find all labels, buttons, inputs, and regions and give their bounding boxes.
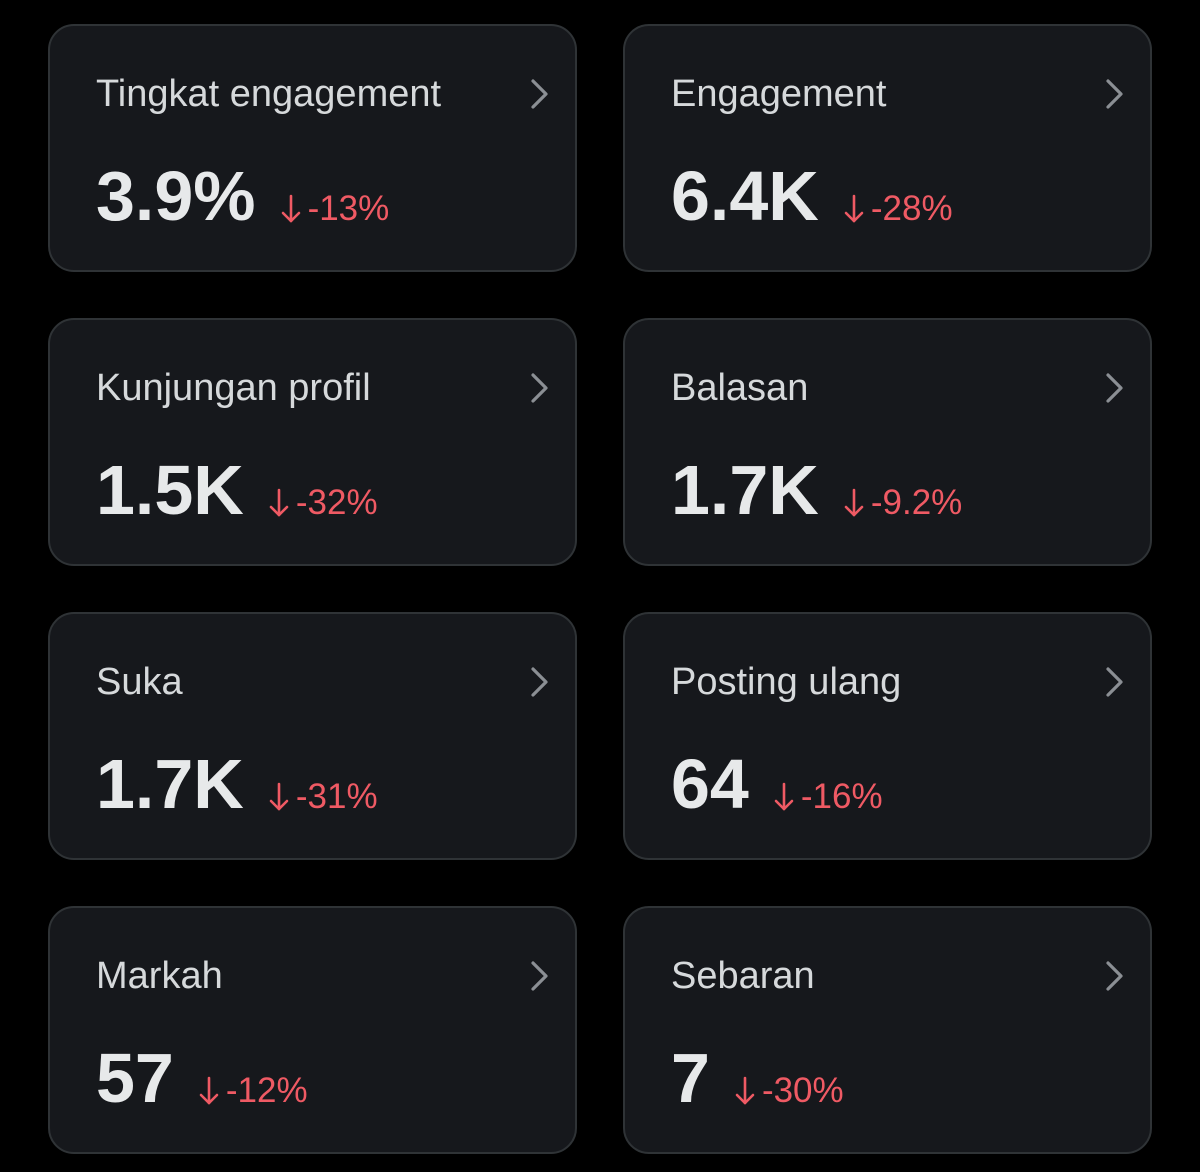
metric-change: -30% (734, 1071, 844, 1111)
metric-value: 3.9% (96, 157, 256, 235)
metric-change: -32% (268, 483, 378, 523)
chevron-right-icon[interactable] (525, 76, 553, 112)
chevron-right-icon[interactable] (1100, 664, 1128, 700)
metric-label: Sebaran (671, 955, 815, 997)
metric-card-engagement-rate[interactable]: Tingkat engagement 3.9% -13% (48, 24, 577, 272)
metric-value: 1.5K (96, 451, 244, 529)
metric-change: -28% (843, 189, 953, 229)
metric-change-value: -9.2% (870, 483, 963, 522)
metric-change-value: -31% (295, 777, 378, 816)
metric-card-replies[interactable]: Balasan 1.7K -9.2% (623, 318, 1152, 566)
metric-change: -16% (773, 777, 883, 817)
metric-value-row: 6.4K -28% (671, 156, 953, 236)
metric-change-value: -32% (295, 483, 378, 522)
metric-card-profile-visits[interactable]: Kunjungan profil 1.5K -32% (48, 318, 577, 566)
metric-change-value: -28% (870, 189, 953, 228)
metric-label: Posting ulang (671, 661, 902, 703)
metric-label: Balasan (671, 367, 809, 409)
metric-change-value: -12% (225, 1071, 308, 1110)
chevron-right-icon[interactable] (525, 958, 553, 994)
arrow-down-icon (773, 782, 795, 812)
metric-change: -13% (280, 189, 390, 229)
metric-value: 57 (96, 1039, 174, 1117)
metric-label: Tingkat engagement (96, 73, 442, 115)
metric-value-row: 1.7K -31% (96, 744, 378, 824)
chevron-right-icon[interactable] (525, 664, 553, 700)
chevron-right-icon[interactable] (1100, 958, 1128, 994)
metric-card-reposts[interactable]: Posting ulang 64 -16% (623, 612, 1152, 860)
metric-value-row: 57 -12% (96, 1038, 308, 1118)
metric-change-value: -16% (800, 777, 883, 816)
chevron-right-icon[interactable] (1100, 76, 1128, 112)
metric-change: -9.2% (843, 483, 962, 523)
metric-value: 7 (671, 1039, 710, 1117)
metric-label: Markah (96, 955, 223, 997)
metric-card-likes[interactable]: Suka 1.7K -31% (48, 612, 577, 860)
metric-change: -12% (198, 1071, 308, 1111)
metric-label: Suka (96, 661, 183, 703)
metric-value-row: 64 -16% (671, 744, 883, 824)
metrics-grid: Tingkat engagement 3.9% -13% Engagement … (48, 24, 1152, 1154)
arrow-down-icon (198, 1076, 220, 1106)
arrow-down-icon (268, 488, 290, 518)
metric-value: 1.7K (96, 745, 244, 823)
arrow-down-icon (734, 1076, 756, 1106)
arrow-down-icon (843, 488, 865, 518)
chevron-right-icon[interactable] (1100, 370, 1128, 406)
arrow-down-icon (268, 782, 290, 812)
metric-value: 1.7K (671, 451, 819, 529)
metric-label: Engagement (671, 73, 887, 115)
metric-value-row: 1.7K -9.2% (671, 450, 962, 530)
metric-value-row: 1.5K -32% (96, 450, 378, 530)
arrow-down-icon (843, 194, 865, 224)
metric-change-value: -30% (761, 1071, 844, 1110)
metric-value: 6.4K (671, 157, 819, 235)
metric-value-row: 3.9% -13% (96, 156, 389, 236)
metric-card-bookmarks[interactable]: Markah 57 -12% (48, 906, 577, 1154)
metric-card-shares[interactable]: Sebaran 7 -30% (623, 906, 1152, 1154)
metric-change: -31% (268, 777, 378, 817)
metric-value: 64 (671, 745, 749, 823)
metric-value-row: 7 -30% (671, 1038, 844, 1118)
metric-card-engagement[interactable]: Engagement 6.4K -28% (623, 24, 1152, 272)
metric-label: Kunjungan profil (96, 367, 371, 409)
chevron-right-icon[interactable] (525, 370, 553, 406)
metric-change-value: -13% (307, 189, 390, 228)
arrow-down-icon (280, 194, 302, 224)
